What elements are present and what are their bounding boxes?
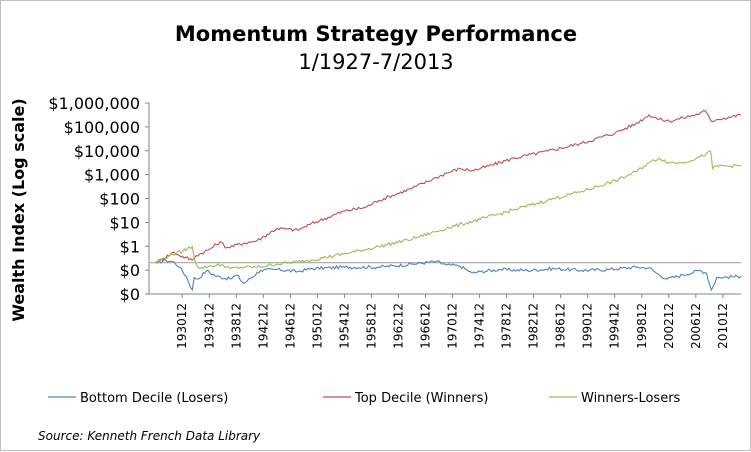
x-tick-label: 193412 (202, 303, 216, 349)
x-tick-label: 195012 (310, 303, 324, 349)
x-axis-ticks: 193012 193412 193812 194212 194612 195012 1954… (175, 294, 730, 349)
series-line-1 (155, 110, 742, 264)
x-tick-label: 200612 (689, 303, 703, 349)
x-tick-label: 196612 (419, 303, 433, 349)
chart-subtitle: 1/1927-7/2013 (298, 50, 453, 74)
x-tick-label: 197412 (473, 303, 487, 349)
y-tick-label: $10,000 (74, 142, 140, 161)
x-tick-label: 195812 (364, 303, 378, 349)
y-tick-label: $100 (99, 190, 140, 209)
x-tick-label: 196212 (391, 303, 405, 349)
series-line-0 (155, 258, 742, 292)
y-tick-label: $0 (120, 261, 140, 280)
x-tick-label: 200212 (662, 303, 676, 349)
y-tick-label: $1,000 (84, 166, 140, 185)
legend-label-1: Top Decile (Winners) (354, 391, 489, 406)
source-note: Source: Kenneth French Data Library (38, 429, 261, 443)
x-tick-label: 199812 (635, 303, 649, 349)
x-tick-label: 201012 (716, 303, 730, 349)
chart-title: Momentum Strategy Performance (175, 22, 577, 46)
y-axis-label: Wealth Index (Log scale) (9, 98, 28, 321)
series-line-2 (155, 150, 742, 270)
x-tick-label: 195412 (337, 303, 351, 349)
y-tick-label: $1,000,000 (48, 94, 140, 113)
legend-label-2: Winners-Losers (581, 391, 681, 406)
x-tick-label: 193812 (229, 303, 243, 349)
x-tick-label: 194612 (283, 303, 297, 349)
legend: Bottom Decile (Losers) Top Decile (Winner… (48, 391, 681, 406)
x-tick-label: 194212 (256, 303, 270, 349)
legend-label-0: Bottom Decile (Losers) (80, 391, 228, 406)
y-tick-label: $100,000 (64, 118, 140, 137)
y-axis-ticks: $1,000,000 $100,000 $10,000 $1,000 $100 $10 $1… (48, 94, 149, 304)
x-tick-label: 198212 (527, 303, 541, 349)
x-tick-label: 193012 (175, 303, 189, 349)
x-tick-label: 198612 (554, 303, 568, 349)
x-tick-label: 197012 (446, 303, 460, 349)
y-tick-label: $10 (109, 213, 140, 232)
plot-area (148, 103, 742, 295)
y-tick-label: $0 (120, 285, 140, 304)
x-tick-label: 197812 (500, 303, 514, 349)
x-tick-label: 199412 (608, 303, 622, 349)
y-tick-label: $1 (120, 237, 140, 256)
x-tick-label: 199012 (581, 303, 595, 349)
